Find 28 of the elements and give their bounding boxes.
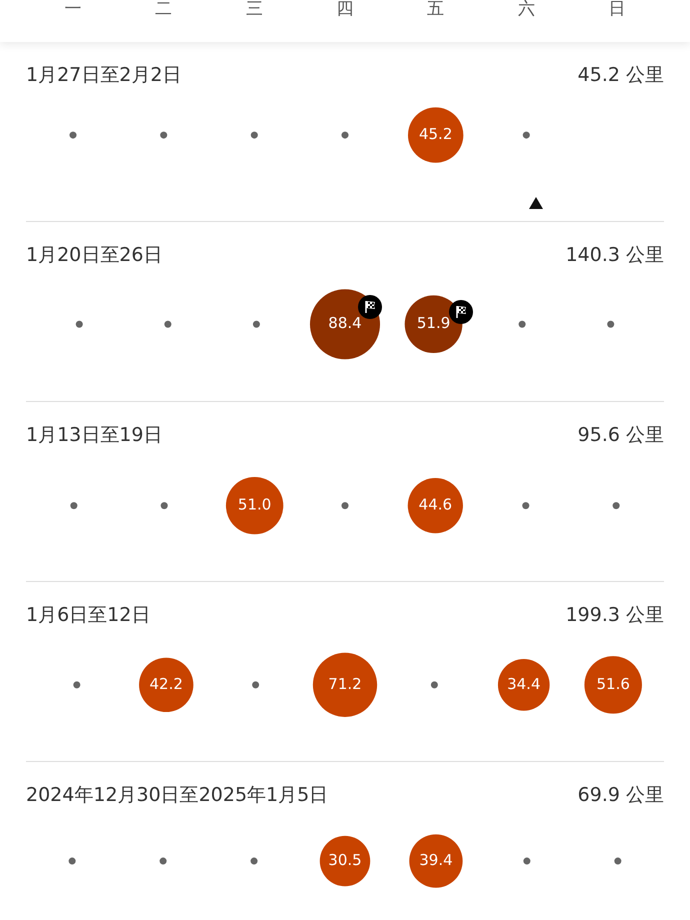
category-label: 五 xyxy=(427,0,444,20)
text: 140.3 公里 xyxy=(566,243,664,268)
text: 1月27日至2月2日 xyxy=(26,63,182,88)
data-label: 44.6 xyxy=(418,496,452,514)
data-label: 45.2 xyxy=(418,124,452,143)
text: 95.6 公里 xyxy=(578,423,664,448)
category-label: 日 xyxy=(608,0,626,20)
category-label: 三 xyxy=(246,0,263,20)
text: 2024年12月30日至2025年1月5日 xyxy=(26,783,328,808)
data-label: 71.2 xyxy=(328,674,362,693)
data-label: 34.4 xyxy=(507,674,540,693)
data-label: 30.5 xyxy=(328,850,362,869)
data-label: 51.9 xyxy=(416,314,450,332)
data-label: 39.4 xyxy=(419,850,453,869)
category-label: 一 xyxy=(64,0,82,20)
text: 45.2 公里 xyxy=(578,63,664,88)
category-label: 四 xyxy=(336,0,354,20)
text: 1月6日至12日 xyxy=(26,603,150,628)
category-label: 六 xyxy=(518,0,535,20)
data-label: 88.4 xyxy=(328,314,362,332)
data-label: 51.6 xyxy=(596,674,630,693)
text: 1月13日至19日 xyxy=(26,423,162,448)
data-label: 42.2 xyxy=(150,674,183,693)
text: 69.9 公里 xyxy=(578,783,664,808)
text: 199.3 公里 xyxy=(566,603,664,628)
category-label: 二 xyxy=(155,0,172,20)
text: 1月20日至26日 xyxy=(26,243,162,268)
data-label: 51.0 xyxy=(238,496,272,514)
